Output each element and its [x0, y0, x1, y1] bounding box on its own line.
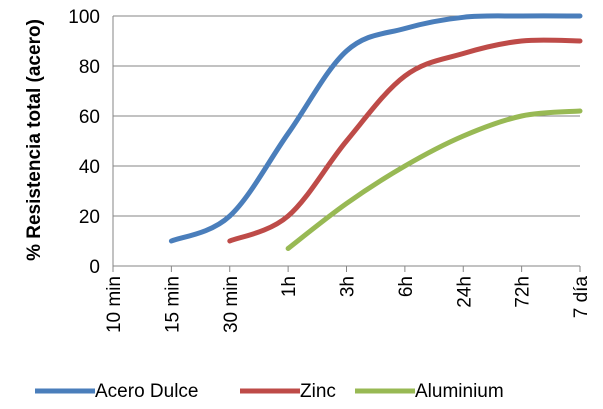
y-tick-label: 0 [89, 257, 100, 278]
y-axis-label: % Resistencia total (acero) [24, 19, 45, 261]
x-tick-label: 10 min [104, 276, 125, 333]
legend: Acero Dulce Zinc Aluminium [35, 381, 504, 402]
series-line-acero-dulce [168, 13, 583, 244]
y-tick-label: 60 [79, 107, 100, 128]
y-tick-label: 40 [79, 157, 100, 178]
x-tick-label: 3h [338, 276, 359, 297]
x-tick-label: 7 día [571, 276, 592, 319]
legend-label-zinc: Zinc [300, 381, 336, 402]
gridlines [113, 15, 580, 217]
x-tick-label: 24h [454, 276, 475, 308]
legend-label-aluminium: Aluminium [415, 381, 504, 402]
y-tick-labels: 0 20 40 60 80 100 [68, 7, 100, 278]
x-tick-label: 6h [396, 276, 417, 297]
series-line-zinc [227, 37, 583, 244]
axes [112, 16, 581, 272]
x-tick-label: 30 min [221, 276, 242, 333]
x-tick-label: 15 min [162, 276, 183, 333]
series-line-aluminium [285, 108, 583, 251]
y-tick-label: 80 [79, 57, 100, 78]
legend-label-acero-dulce: Acero Dulce [95, 381, 199, 402]
x-tick-labels: 10 min 15 min 30 min 1h 3h 6h 24h 72h 7 día [104, 276, 592, 333]
series-lines [168, 13, 583, 251]
y-tick-label: 20 [79, 207, 100, 228]
x-tick-label: 72h [513, 276, 534, 308]
x-tick-label: 1h [279, 276, 300, 297]
y-tick-label: 100 [68, 7, 100, 28]
